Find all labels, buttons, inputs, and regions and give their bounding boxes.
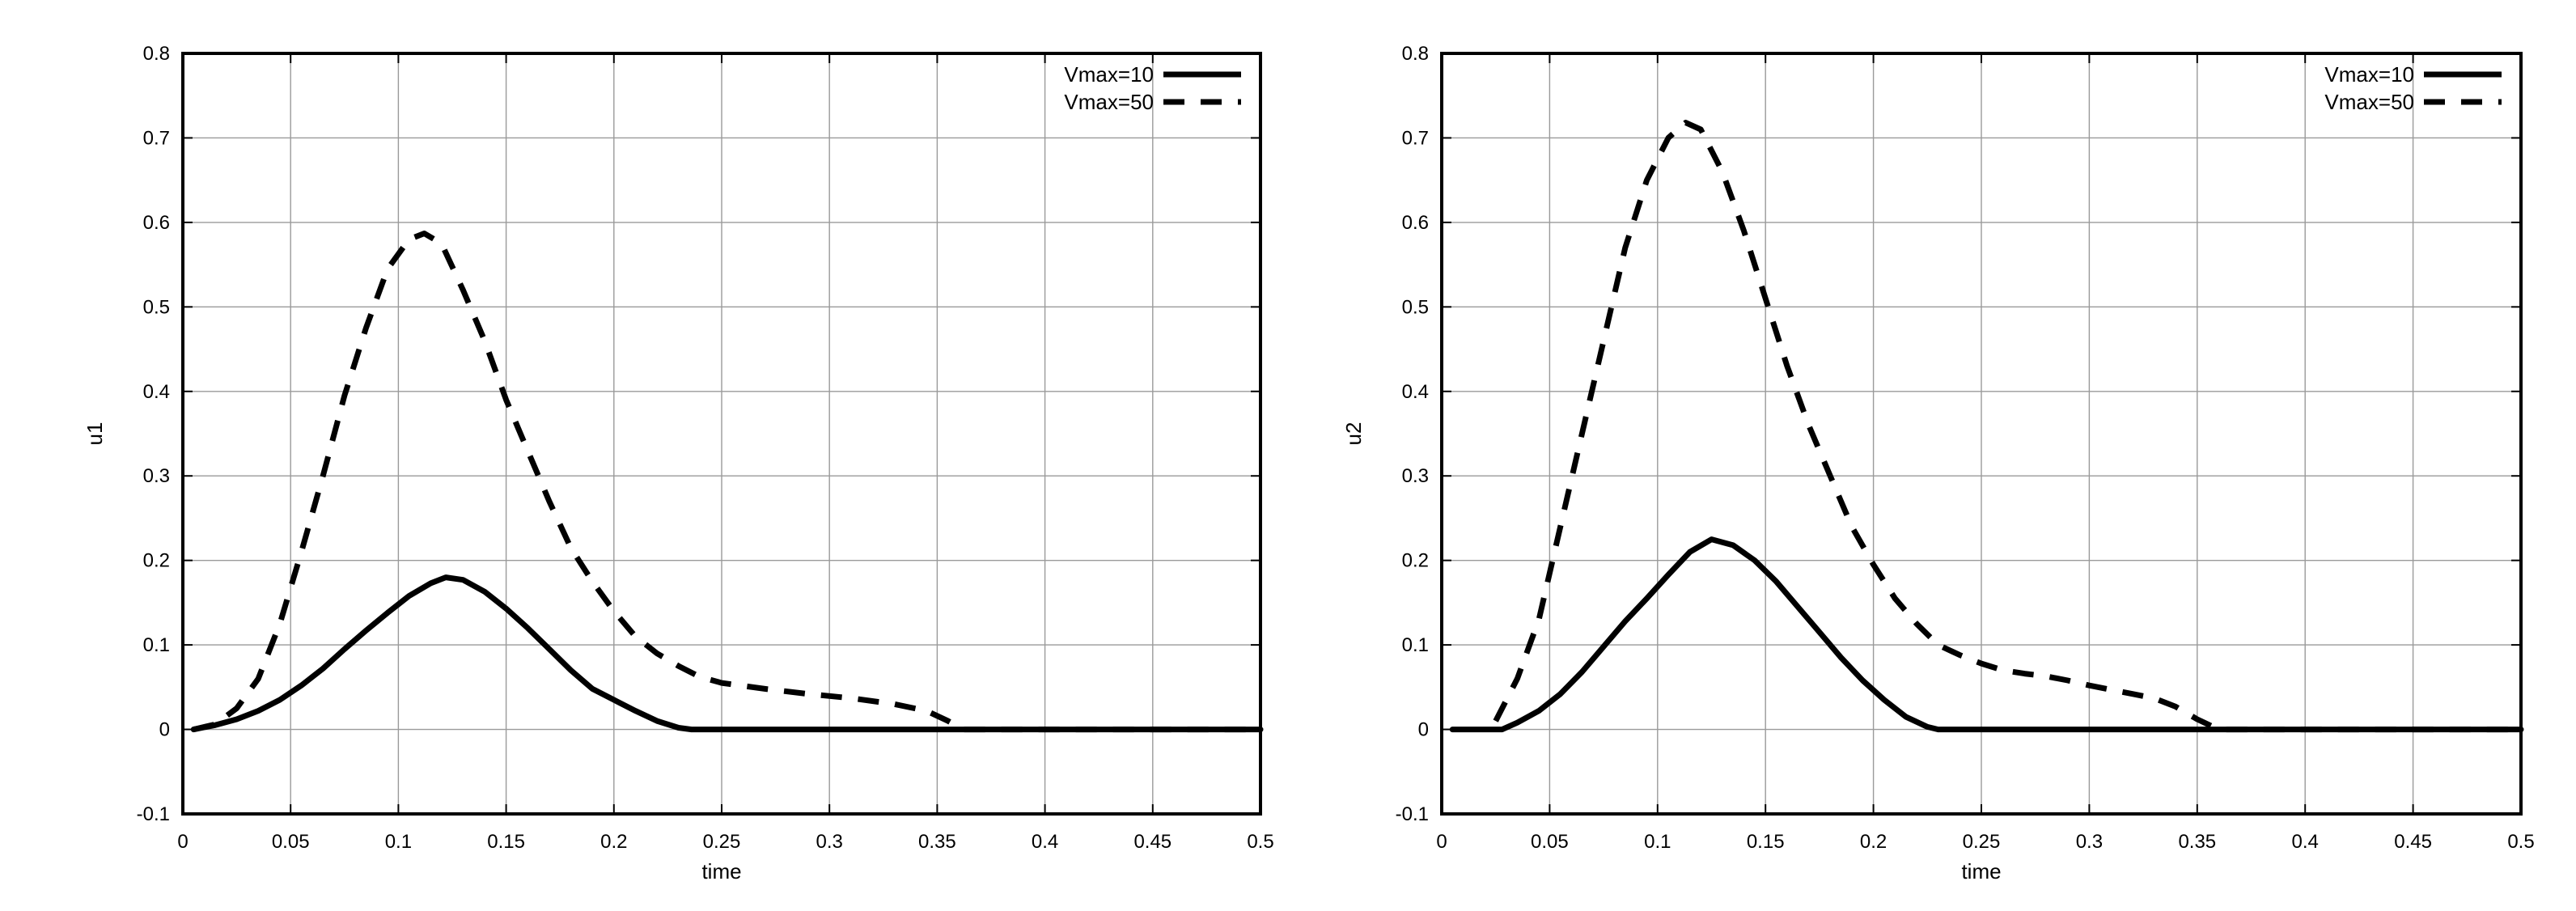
x-tick-label: 0.05 — [272, 831, 310, 853]
x-tick-label: 0.25 — [703, 831, 741, 853]
y-tick-label: 0 — [1418, 719, 1429, 741]
y-tick-label: 0.6 — [143, 212, 170, 234]
x-tick-label: 0.4 — [2292, 831, 2319, 853]
y-tick-label: 0.7 — [1402, 127, 1429, 149]
x-tick-label: 0.2 — [1860, 831, 1887, 853]
legend-label: Vmax=50 — [2324, 90, 2414, 114]
y-tick-label: 0.2 — [1402, 550, 1429, 572]
y-tick-label: 0.1 — [143, 634, 170, 656]
x-tick-label: 0.3 — [2076, 831, 2103, 853]
y-tick-label: 0.7 — [143, 127, 170, 149]
y-tick-label: 0.2 — [143, 550, 170, 572]
y-tick-label: 0.4 — [143, 381, 170, 403]
y-tick-label: 0.3 — [143, 465, 170, 487]
series-line-vmax-50 — [193, 231, 1260, 733]
x-tick-label: 0.25 — [1963, 831, 2001, 853]
y-tick-label: -0.1 — [137, 803, 170, 825]
x-tick-label: 0.5 — [1247, 831, 1273, 853]
x-tick-label: 0.1 — [1644, 831, 1671, 853]
x-tick-label: 0.2 — [600, 831, 627, 853]
x-tick-label: 0.3 — [816, 831, 843, 853]
x-tick-label: 0.15 — [1747, 831, 1785, 853]
y-tick-label: 0.6 — [1402, 212, 1429, 234]
y-tick-label: 0 — [159, 719, 170, 741]
x-tick-label: 0.45 — [1133, 831, 1171, 853]
x-tick-label: 0.1 — [385, 831, 412, 853]
series-line-vmax-10 — [190, 574, 1264, 733]
x-axis-label: time — [701, 859, 741, 883]
y-axis-label: u1 — [83, 422, 107, 446]
y-tick-label: 0.3 — [1402, 465, 1429, 487]
y-tick-label: -0.1 — [1396, 803, 1429, 825]
legend: Vmax=10 Vmax=50 — [1064, 62, 1241, 114]
legend-label: Vmax=10 — [2324, 62, 2414, 87]
y-axis-label: u2 — [1341, 422, 1366, 446]
x-tick-label: 0 — [1436, 831, 1447, 853]
plot-frame — [181, 52, 1262, 816]
legend-label: Vmax=10 — [1064, 62, 1154, 87]
x-tick-label: 0.5 — [2507, 831, 2534, 853]
series-line-vmax-10 — [1449, 536, 2524, 733]
legend: Vmax=10 Vmax=50 — [2324, 62, 2502, 114]
x-tick-label: 0.05 — [1531, 831, 1569, 853]
y-tick-label: 0.8 — [143, 43, 170, 65]
y-tick-label: 0.5 — [1402, 296, 1429, 318]
x-tick-label: 0.4 — [1032, 831, 1058, 853]
legend-label: Vmax=50 — [1064, 90, 1154, 114]
plot-frame — [1440, 52, 2523, 816]
y-tick-label: 0.5 — [143, 296, 170, 318]
x-tick-label: 0.35 — [918, 831, 956, 853]
y-tick-label: 0.4 — [1402, 381, 1429, 403]
x-tick-label: 0.45 — [2394, 831, 2432, 853]
series-line-vmax-50 — [1493, 120, 2521, 733]
chart-2: 0 0.05 0.1 0.15 0.2 0.25 0.3 0.35 0.4 0.45 0.5 -0.1… — [1341, 43, 2535, 883]
x-axis-label: time — [1961, 859, 2001, 883]
x-tick-label: 0.35 — [2178, 831, 2216, 853]
y-tick-label: 0.8 — [1402, 43, 1429, 65]
x-tick-label: 0.15 — [487, 831, 525, 853]
y-tick-label: 0.1 — [1402, 634, 1429, 656]
chart-1: 0 0.05 0.1 0.15 0.2 0.25 0.3 0.35 0.4 0.45 0.5 -0.1… — [83, 43, 1274, 883]
x-tick-label: 0 — [177, 831, 188, 853]
